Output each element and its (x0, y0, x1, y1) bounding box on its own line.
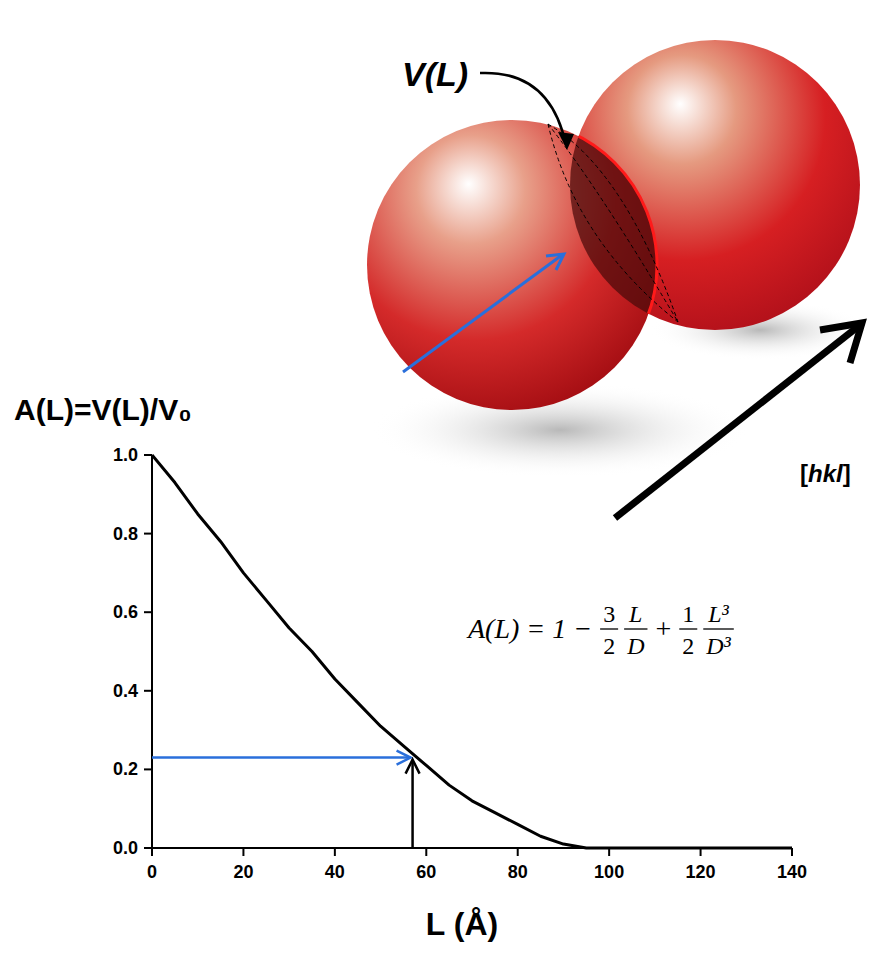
y-tick-label: 0.2 (113, 759, 138, 779)
arrow-head (546, 254, 564, 270)
y-tick-label: 0.8 (113, 524, 138, 544)
readout-horizontal (152, 756, 411, 759)
sphere (367, 120, 657, 410)
fraction-bar (679, 628, 697, 629)
numerator: L³ (707, 601, 729, 627)
y-axis-title: A(L)=V(L)/V₀ (14, 393, 192, 426)
dashed-arc (548, 124, 678, 322)
y-tick (144, 847, 152, 849)
y-tick-label: 0.4 (113, 681, 138, 701)
x-tick (517, 848, 519, 856)
callout-line (480, 73, 566, 145)
denominator: D (626, 633, 644, 659)
y-tick (144, 454, 152, 456)
bracket: [ (800, 460, 808, 487)
fraction-bar (703, 628, 734, 629)
arrow-head (406, 760, 420, 774)
formula-text: + (655, 613, 671, 644)
formula-text: A(L) = 1 − (466, 613, 592, 644)
x-tick-label: 0 (147, 862, 157, 882)
numerator: 1 (682, 601, 694, 627)
y-axis (151, 455, 153, 848)
arrow-head (558, 132, 574, 150)
overlap-volume (367, 120, 657, 410)
y-tick-label: 0.0 (113, 838, 138, 858)
x-tick-label: 140 (777, 862, 807, 882)
arrow-head (820, 323, 862, 363)
y-tick (144, 768, 152, 770)
denominator: D³ (705, 633, 731, 659)
y-tick (144, 690, 152, 692)
chart: 0 20 40 60 80 100 120 140 0.0 0.2 0.4 0.6 0.8 1.0 A(L)… (14, 393, 807, 942)
formula: A(L) = 1 −32LD+12L³D³ (466, 601, 734, 659)
x-tick-label: 40 (325, 862, 345, 882)
x-tick-label: 100 (594, 862, 624, 882)
denominator: 2 (682, 633, 694, 659)
indices: hkl (808, 460, 844, 487)
x-tick-label: 120 (686, 862, 716, 882)
illustration: V(L) [hkl] (367, 40, 870, 518)
y-tick-label: 0.6 (113, 602, 138, 622)
figure: V(L)[hkl]0204060801001201400.00.20.40.60… (0, 0, 874, 958)
fraction-bar (624, 628, 647, 629)
bracket: ] (843, 460, 851, 487)
diameter-arrow (403, 255, 562, 372)
lens-group (367, 120, 657, 410)
numerator: 3 (603, 601, 615, 627)
x-tick (425, 848, 427, 856)
x-tick (334, 848, 336, 856)
y-tick (144, 611, 152, 613)
plot-area (152, 455, 792, 848)
volume-label: V(L) (402, 55, 468, 93)
x-tick (151, 848, 153, 856)
x-axis-title: L (Å) (426, 906, 498, 942)
y-tick-label: 1.0 (113, 445, 138, 465)
x-tick-label: 60 (416, 862, 436, 882)
denominator: 2 (603, 633, 615, 659)
arrow-head (397, 751, 411, 765)
readout-vertical (411, 760, 414, 848)
x-tick-label: 20 (233, 862, 253, 882)
y-tick (144, 533, 152, 535)
x-tick (242, 848, 244, 856)
direction-arrow (615, 325, 860, 518)
fraction-bar (600, 628, 618, 629)
dashed-arc (548, 124, 678, 322)
direction-label: [hkl] (800, 460, 851, 487)
numerator: L (628, 601, 642, 627)
dashed-arc (548, 124, 678, 322)
x-tick-label: 80 (508, 862, 528, 882)
curve (152, 455, 792, 848)
